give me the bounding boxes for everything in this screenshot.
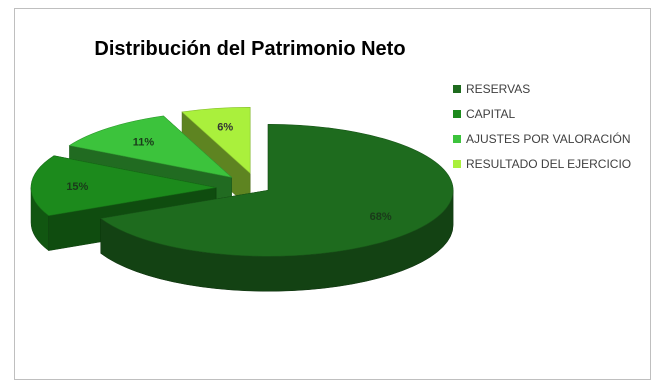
legend-label: RESULTADO DEL EJERCICIO (466, 156, 632, 171)
slice-label-2: 11% (133, 137, 155, 149)
legend-item: RESERVAS (453, 76, 631, 101)
legend-item: AJUSTES POR VALORACIÓN (453, 126, 631, 151)
slice-label-0: 68% (370, 211, 392, 223)
slice-label-3: 6% (217, 122, 233, 134)
slice-1 (30, 155, 217, 216)
slice-label-1: 15% (66, 181, 88, 193)
legend-swatch (453, 159, 461, 168)
slice-3 (181, 106, 251, 174)
legend-label: AJUSTES POR VALORACIÓN (466, 131, 631, 146)
legend-item: CAPITAL (453, 101, 631, 126)
legend-swatch (453, 109, 461, 118)
legend-label: RESERVAS (466, 81, 531, 96)
chart-title: Distribución del Patrimonio Neto (94, 38, 406, 60)
slice-0 (100, 123, 454, 257)
chart-legend: RESERVAS CAPITAL AJUSTES POR VALORACIÓN RES… (453, 76, 631, 176)
legend-label: CAPITAL (466, 106, 516, 121)
legend-swatch (453, 84, 461, 93)
slice-2 (68, 115, 233, 178)
legend-item: RESULTADO DEL EJERCICIO (453, 151, 631, 176)
legend-swatch (453, 134, 461, 143)
